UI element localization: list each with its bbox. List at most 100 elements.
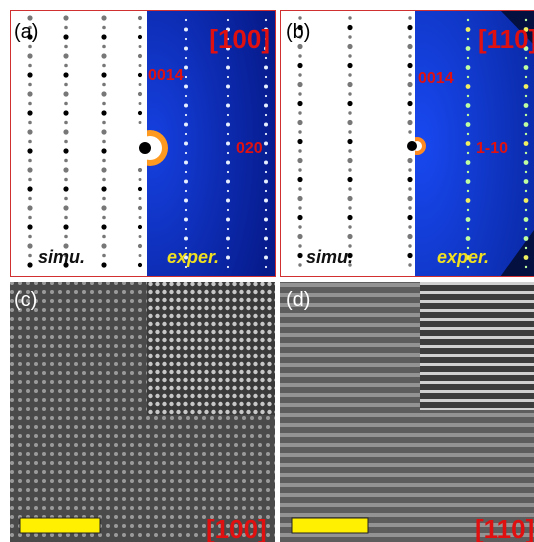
spot	[138, 178, 142, 181]
spot	[466, 37, 470, 41]
spot	[298, 187, 302, 191]
spot	[64, 158, 68, 163]
spot	[408, 35, 412, 39]
spot	[407, 43, 413, 50]
spot	[523, 27, 529, 32]
sim-center	[139, 142, 151, 154]
spot	[137, 15, 143, 21]
spot	[184, 46, 188, 51]
spot	[523, 179, 529, 184]
spot	[137, 243, 143, 249]
spot	[347, 62, 353, 69]
caption: exper.	[437, 247, 489, 267]
spot	[466, 189, 470, 193]
spot	[28, 101, 32, 106]
spot	[101, 224, 107, 230]
spot	[298, 130, 302, 134]
spot	[408, 225, 412, 229]
spot-index: 0014	[418, 70, 454, 87]
spot	[348, 130, 352, 134]
spot	[226, 236, 230, 241]
spot	[138, 235, 142, 238]
spot	[264, 113, 268, 117]
spot	[28, 253, 32, 258]
spot	[264, 198, 268, 203]
spot	[64, 101, 68, 106]
spot	[297, 157, 303, 164]
spot	[264, 27, 268, 32]
corner	[500, 10, 534, 45]
spot	[348, 16, 352, 20]
spot	[184, 37, 188, 41]
spot	[407, 252, 413, 259]
spot	[226, 265, 230, 269]
spot	[63, 53, 69, 59]
spot	[465, 217, 471, 222]
spot	[347, 252, 353, 259]
spot	[63, 148, 69, 154]
spot	[28, 234, 32, 239]
spot	[347, 24, 353, 31]
sim-center	[407, 141, 417, 151]
spot	[27, 167, 33, 173]
spot	[138, 45, 142, 48]
spot-index: 1-10	[476, 140, 508, 157]
spot	[184, 18, 188, 22]
spot	[138, 216, 142, 219]
spot	[297, 214, 303, 221]
spot	[524, 208, 528, 212]
spot	[297, 24, 303, 31]
spot	[408, 111, 412, 115]
spot	[226, 227, 230, 231]
spot	[64, 139, 68, 144]
panel-label: (d)	[286, 289, 310, 311]
spot	[226, 189, 230, 193]
panel-label: (c)	[14, 289, 37, 311]
spot	[226, 255, 230, 260]
spot	[63, 167, 69, 173]
spot	[264, 56, 268, 60]
spot	[264, 94, 268, 98]
spot	[298, 206, 302, 210]
spot	[226, 122, 230, 127]
spot	[137, 167, 143, 173]
spot	[264, 208, 268, 212]
spot	[28, 177, 32, 182]
panel-d: (d) [110]	[280, 282, 534, 542]
spot	[524, 246, 528, 250]
spot	[184, 132, 188, 136]
spot	[524, 189, 528, 193]
spot	[28, 196, 32, 201]
spot	[408, 73, 412, 77]
spot	[264, 84, 268, 89]
spot	[102, 177, 106, 182]
spot	[27, 34, 33, 40]
spot	[465, 65, 471, 70]
spot	[523, 217, 529, 222]
spot	[523, 84, 529, 89]
spot	[348, 54, 352, 58]
spot	[102, 120, 106, 125]
spot	[102, 158, 106, 163]
spot	[523, 103, 529, 108]
spot	[297, 233, 303, 240]
spot	[264, 255, 268, 260]
spot	[226, 198, 230, 203]
spot	[466, 18, 470, 22]
spot	[184, 27, 188, 32]
scale-bar	[291, 517, 369, 534]
spot	[524, 265, 528, 269]
spot	[138, 121, 142, 124]
spot	[137, 53, 143, 59]
spot	[226, 46, 230, 51]
spot	[347, 176, 353, 183]
spot-index: 0014	[148, 67, 184, 84]
spot	[226, 27, 230, 32]
spot	[184, 255, 188, 260]
spot	[348, 149, 352, 153]
spot	[348, 206, 352, 210]
spot	[264, 160, 268, 165]
spot	[264, 217, 268, 222]
spot	[407, 176, 413, 183]
